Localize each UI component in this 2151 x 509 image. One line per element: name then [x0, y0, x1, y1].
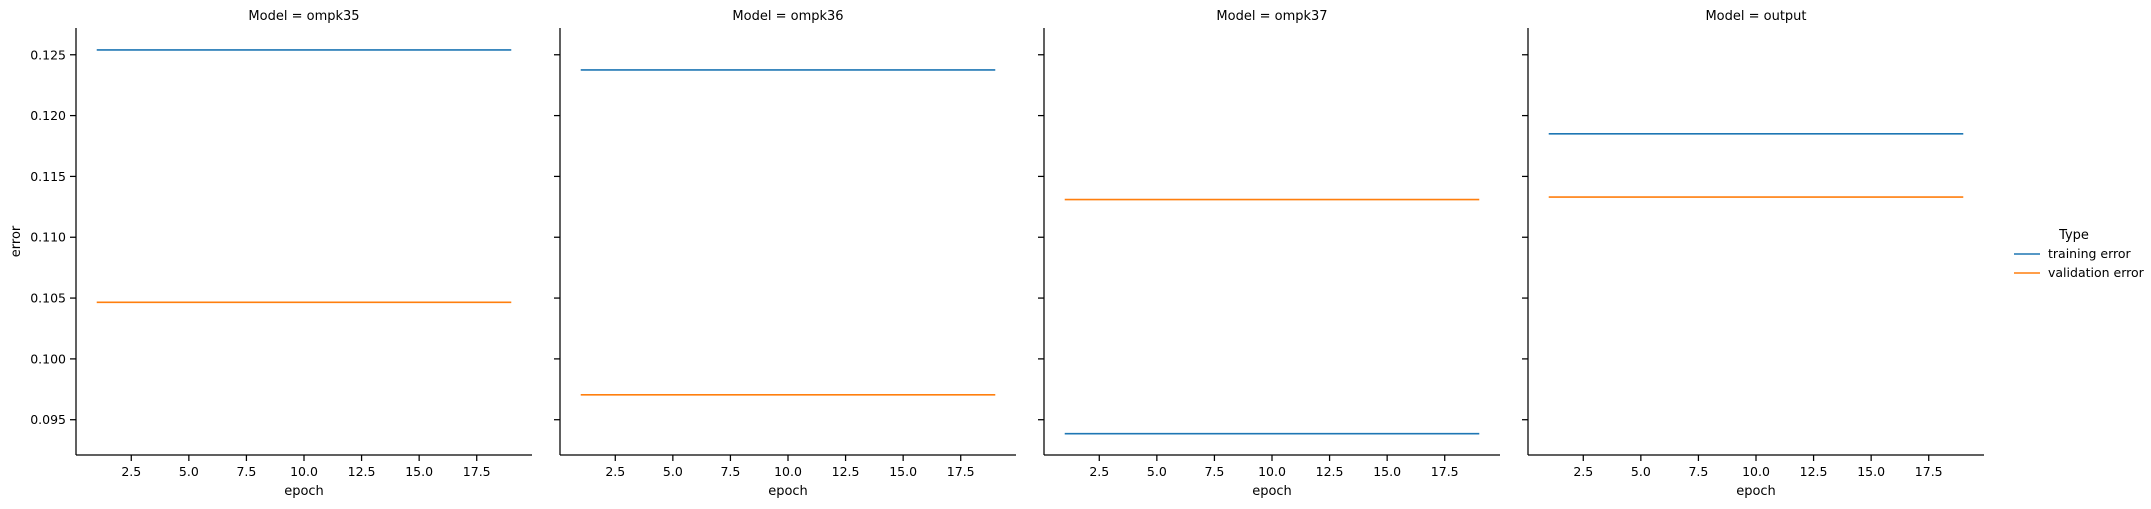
x-axis-label: epoch [1252, 484, 1292, 499]
x-tick-label: 7.5 [236, 464, 256, 479]
x-tick-label: 5.0 [179, 464, 199, 479]
y-tick-label: 0.100 [30, 351, 66, 366]
x-tick-label: 17.5 [1915, 464, 1943, 479]
legend-label: validation error [2048, 265, 2145, 280]
y-tick-label: 0.125 [30, 47, 66, 62]
x-tick-label: 12.5 [832, 464, 860, 479]
x-tick-label: 5.0 [1631, 464, 1651, 479]
legend-label: training error [2048, 246, 2132, 261]
y-tick-label: 0.115 [30, 169, 66, 184]
panel-title: Model = ompk36 [732, 9, 843, 24]
x-tick-label: 10.0 [774, 464, 802, 479]
x-tick-label: 10.0 [1742, 464, 1770, 479]
x-tick-label: 10.0 [1258, 464, 1286, 479]
y-tick-label: 0.105 [30, 291, 66, 306]
x-tick-label: 2.5 [605, 464, 625, 479]
x-tick-label: 12.5 [348, 464, 376, 479]
x-tick-label: 7.5 [1204, 464, 1224, 479]
x-tick-label: 15.0 [1857, 464, 1885, 479]
x-axis-label: epoch [284, 484, 324, 499]
x-tick-label: 12.5 [1800, 464, 1828, 479]
panel-title: Model = ompk37 [1216, 9, 1327, 24]
legend-title: Type [2058, 228, 2089, 243]
x-tick-label: 7.5 [720, 464, 740, 479]
x-axis-label: epoch [768, 484, 808, 499]
x-tick-label: 15.0 [405, 464, 433, 479]
x-tick-label: 12.5 [1316, 464, 1344, 479]
x-tick-label: 5.0 [663, 464, 683, 479]
x-tick-label: 7.5 [1688, 464, 1708, 479]
x-tick-label: 17.5 [463, 464, 491, 479]
x-tick-label: 15.0 [1373, 464, 1401, 479]
x-tick-label: 17.5 [1431, 464, 1459, 479]
x-tick-label: 15.0 [889, 464, 917, 479]
x-tick-label: 5.0 [1147, 464, 1167, 479]
y-axis-label: error [9, 225, 24, 257]
x-tick-label: 17.5 [947, 464, 975, 479]
panel-title: Model = ompk35 [248, 9, 359, 24]
y-tick-label: 0.120 [30, 108, 66, 123]
x-tick-label: 2.5 [121, 464, 141, 479]
panel-title: Model = output [1705, 9, 1806, 24]
x-tick-label: 2.5 [1573, 464, 1593, 479]
y-tick-label: 0.095 [30, 412, 66, 427]
x-tick-label: 10.0 [290, 464, 318, 479]
x-axis-label: epoch [1736, 484, 1776, 499]
x-tick-label: 2.5 [1089, 464, 1109, 479]
y-tick-label: 0.110 [30, 230, 66, 245]
